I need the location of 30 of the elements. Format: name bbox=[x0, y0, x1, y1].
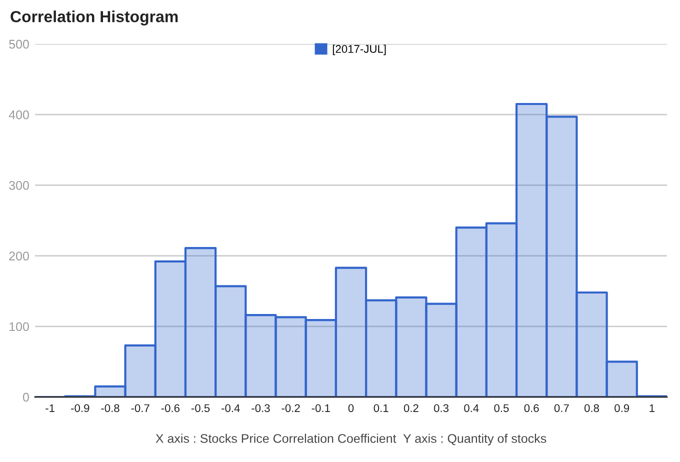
chart-title: Correlation Histogram bbox=[10, 10, 178, 26]
x-tick-label: 0 bbox=[348, 404, 354, 412]
y-tick-label: 0 bbox=[22, 392, 29, 402]
x-tick-label: -0.2 bbox=[282, 404, 300, 412]
x-tick-label: 0.7 bbox=[554, 404, 569, 412]
x-tick-label: 0.3 bbox=[434, 404, 449, 412]
x-tick-label: 0.8 bbox=[584, 404, 599, 412]
y-tick-label: 500 bbox=[9, 40, 29, 49]
x-tick-label: -0.4 bbox=[222, 404, 240, 412]
x-tick-label: -0.7 bbox=[131, 404, 150, 412]
x-tick-label: 0.1 bbox=[374, 404, 388, 412]
legend-label: [2017-JUL] bbox=[332, 44, 386, 56]
y-tick-label: 400 bbox=[8, 110, 29, 120]
y-tick-label: 300 bbox=[9, 181, 29, 190]
x-tick-label: 0.6 bbox=[524, 404, 539, 412]
x-tick-label: 0.9 bbox=[614, 404, 630, 412]
x-tick-label: -0.3 bbox=[252, 404, 270, 412]
x-tick-label: 0.5 bbox=[494, 404, 509, 412]
x-tick-label: -0.9 bbox=[71, 404, 90, 412]
x-tick-label: -0.5 bbox=[191, 404, 210, 412]
x-tick-label: -0.8 bbox=[101, 404, 120, 412]
x-tick-label: 0.4 bbox=[464, 404, 479, 412]
y-tick-label: 200 bbox=[9, 252, 29, 260]
x-tick-label: -0.1 bbox=[312, 404, 330, 412]
x-tick-label: 1 bbox=[650, 404, 654, 412]
x-tick-label: -1 bbox=[46, 404, 54, 412]
x-axis-title: X axis : Stocks Price Correlation Coefficient Y axis : Quantity of stocks bbox=[156, 434, 546, 446]
x-tick-label: 0.2 bbox=[404, 404, 418, 412]
x-tick-label: -0.6 bbox=[161, 404, 180, 412]
y-tick-label: 100 bbox=[10, 322, 29, 332]
